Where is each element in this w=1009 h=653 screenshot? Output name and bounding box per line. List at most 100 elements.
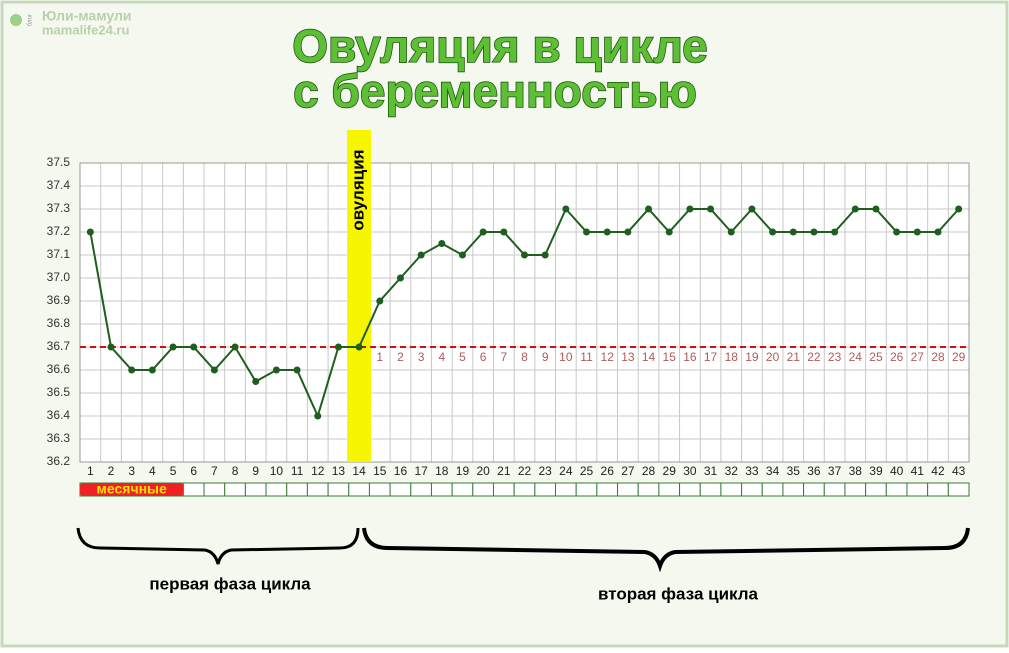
x-tick-label: 2 bbox=[108, 464, 115, 478]
menses-label: месячные bbox=[97, 481, 167, 497]
day-cell bbox=[844, 482, 867, 497]
post-ovulation-day: 4 bbox=[438, 350, 445, 364]
data-point bbox=[686, 205, 694, 213]
day-cell bbox=[182, 482, 205, 497]
post-ovulation-day: 21 bbox=[787, 350, 801, 364]
day-cell bbox=[265, 482, 288, 497]
x-tick-label: 37 bbox=[828, 464, 842, 478]
data-point bbox=[314, 412, 322, 420]
data-point bbox=[624, 228, 632, 236]
post-ovulation-day: 24 bbox=[849, 350, 863, 364]
data-point bbox=[438, 240, 446, 247]
y-tick-label: 36.7 bbox=[47, 339, 71, 353]
day-cell bbox=[472, 482, 494, 497]
data-point bbox=[913, 228, 921, 236]
post-ovulation-day: 11 bbox=[580, 350, 593, 364]
post-ovulation-day: 13 bbox=[621, 350, 635, 364]
day-cell bbox=[596, 482, 619, 497]
post-ovulation-day: 10 bbox=[559, 350, 573, 364]
y-tick-label: 36.8 bbox=[47, 316, 71, 330]
data-point bbox=[727, 228, 735, 236]
x-tick-label: 25 bbox=[580, 464, 594, 478]
y-tick-label: 37.1 bbox=[47, 247, 71, 261]
data-point bbox=[893, 228, 901, 236]
data-point bbox=[107, 343, 115, 351]
x-tick-label: 3 bbox=[128, 464, 135, 478]
watermark-site: mamalife24.ru bbox=[42, 22, 129, 37]
x-tick-label: 35 bbox=[787, 464, 801, 478]
menses-box bbox=[80, 483, 184, 496]
data-point bbox=[769, 228, 777, 236]
y-tick-label: 37.4 bbox=[47, 178, 71, 192]
day-cell bbox=[575, 482, 598, 497]
data-point bbox=[851, 205, 859, 213]
day-cell bbox=[348, 482, 370, 497]
day-cell bbox=[741, 482, 763, 497]
post-ovulation-day: 28 bbox=[931, 350, 945, 364]
x-tick-label: 5 bbox=[170, 464, 177, 478]
x-tick-label: 38 bbox=[849, 464, 863, 478]
x-tick-label: 12 bbox=[311, 464, 325, 478]
chart-title: Овуляция в цикле bbox=[292, 20, 708, 72]
y-tick-label: 37.2 bbox=[47, 224, 71, 238]
x-tick-label: 16 bbox=[394, 464, 408, 478]
day-cell bbox=[927, 482, 949, 497]
day-cell bbox=[947, 482, 970, 497]
data-point bbox=[934, 228, 942, 236]
x-tick-label: 4 bbox=[149, 464, 156, 478]
x-tick-label: 13 bbox=[332, 464, 346, 478]
watermark-blog: блог bbox=[28, 13, 34, 26]
day-cell bbox=[555, 482, 577, 497]
data-point bbox=[810, 228, 818, 236]
data-point bbox=[479, 228, 487, 236]
x-tick-label: 15 bbox=[373, 464, 387, 478]
day-cell bbox=[617, 482, 639, 497]
day-cell bbox=[534, 482, 557, 497]
y-tick-label: 36.6 bbox=[47, 362, 71, 376]
data-point bbox=[748, 205, 756, 213]
post-ovulation-day: 8 bbox=[521, 350, 528, 364]
data-point bbox=[521, 251, 528, 259]
x-tick-label: 6 bbox=[190, 464, 197, 478]
day-cell bbox=[224, 482, 246, 497]
post-ovulation-day: 9 bbox=[542, 350, 549, 364]
data-point bbox=[169, 343, 177, 351]
post-ovulation-day: 1 bbox=[376, 350, 383, 364]
x-tick-label: 10 bbox=[270, 464, 284, 478]
y-tick-label: 36.9 bbox=[47, 293, 71, 307]
y-tick-label: 36.2 bbox=[47, 454, 71, 468]
data-point bbox=[252, 378, 260, 385]
x-tick-label: 11 bbox=[291, 464, 304, 478]
y-tick-label: 36.4 bbox=[47, 408, 71, 422]
day-cell bbox=[203, 482, 226, 497]
data-point bbox=[562, 205, 570, 213]
data-point bbox=[831, 228, 839, 236]
plot-border bbox=[79, 162, 970, 463]
day-cell bbox=[327, 482, 350, 497]
post-ovulation-day: 3 bbox=[418, 350, 425, 364]
x-tick-label: 33 bbox=[745, 464, 759, 478]
x-tick-label: 40 bbox=[890, 464, 904, 478]
post-ovulation-day: 20 bbox=[766, 350, 780, 364]
day-cell bbox=[679, 482, 701, 497]
x-tick-label: 29 bbox=[663, 464, 677, 478]
x-tick-label: 7 bbox=[211, 464, 218, 478]
x-tick-label: 23 bbox=[538, 464, 552, 478]
y-tick-label: 37.0 bbox=[47, 270, 71, 284]
day-cell bbox=[823, 482, 846, 497]
chart-title: с беременностью bbox=[293, 65, 697, 117]
day-cell bbox=[885, 482, 908, 497]
data-point bbox=[128, 366, 136, 374]
logo-icon bbox=[10, 14, 22, 26]
x-tick-label: 24 bbox=[559, 464, 573, 478]
data-point bbox=[872, 205, 880, 213]
x-tick-label: 31 bbox=[704, 464, 718, 478]
post-ovulation-day: 2 bbox=[397, 350, 404, 364]
day-cell bbox=[244, 482, 267, 497]
x-tick-label: 34 bbox=[766, 464, 780, 478]
ovulation-label: овуляция bbox=[349, 149, 368, 230]
data-point bbox=[334, 343, 342, 351]
data-point bbox=[396, 274, 404, 282]
y-tick-label: 36.3 bbox=[47, 431, 71, 445]
